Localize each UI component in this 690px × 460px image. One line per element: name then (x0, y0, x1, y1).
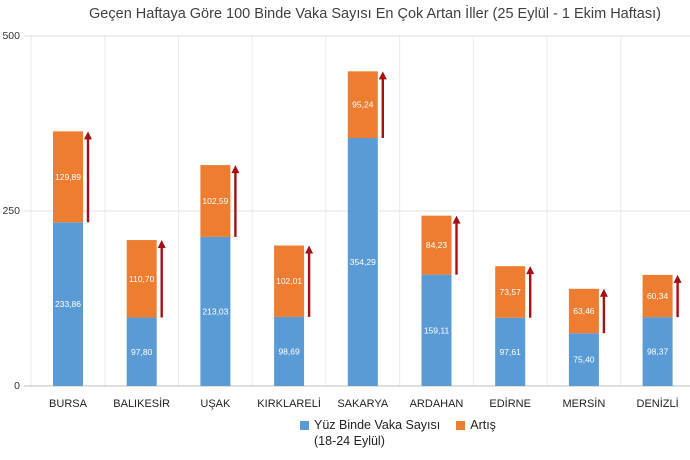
increase-arrow-head (378, 71, 387, 80)
data-label-increase: 102,59 (202, 196, 228, 206)
data-label-base: 213,03 (202, 306, 228, 316)
data-label-base: 233,86 (55, 299, 81, 309)
data-label-base: 75,40 (573, 355, 595, 365)
increase-arrow-head (673, 274, 682, 283)
data-label-base: 98,37 (647, 347, 669, 357)
bar-increase (274, 245, 305, 317)
increase-arrow-head (526, 266, 535, 275)
bar-base (274, 316, 305, 386)
chart-legend: Yüz Binde Vaka Sayısı Artış (18-24 Eylül… (300, 418, 512, 448)
bar-increase (568, 288, 599, 334)
bar-base (53, 222, 83, 386)
increase-arrow-head (84, 131, 92, 140)
data-label-increase: 102,01 (276, 276, 302, 286)
increase-arrow-head (157, 240, 166, 249)
x-tick-label: UŞAK (200, 398, 231, 410)
data-label-base: 97,80 (131, 347, 153, 357)
bar-base (200, 236, 231, 386)
data-label-increase: 60,34 (647, 291, 669, 301)
legend-item-increase: Artış (456, 418, 496, 432)
bar-increase (53, 131, 83, 223)
chart-title: Geçen Haftaya Göre 100 Binde Vaka Sayısı… (89, 6, 661, 22)
x-tick-label: SAKARYA (337, 398, 389, 410)
bar-increase (642, 274, 673, 318)
x-tick-label: ARDAHAN (410, 398, 464, 410)
bar-increase (126, 240, 157, 318)
y-tick-label: 0 (14, 380, 20, 392)
data-label-increase: 129,89 (55, 172, 81, 182)
x-tick-label: BURSA (49, 398, 88, 410)
data-label-increase: 95,24 (352, 100, 374, 110)
data-label-increase: 110,70 (129, 274, 155, 284)
bar-base (642, 317, 673, 386)
bar-base (126, 317, 157, 386)
bar-increase (200, 165, 231, 237)
legend-swatch-increase (456, 421, 466, 430)
legend-label-base: Yüz Binde Vaka Sayısı (314, 418, 441, 432)
bar-base (347, 137, 378, 386)
x-tick-label: DENİZLİ (637, 397, 679, 410)
data-label-increase: 73,57 (500, 287, 522, 297)
increase-arrow-head (599, 288, 608, 297)
legend-swatch-base (300, 421, 309, 430)
legend-item-base: Yüz Binde Vaka Sayısı (300, 418, 440, 432)
bar-base (421, 274, 452, 386)
bar-base (568, 333, 599, 386)
legend-label-increase: Artış (470, 418, 496, 432)
data-label-increase: 84,23 (426, 240, 448, 250)
bar-base (495, 317, 526, 386)
x-tick-label: BALIKESİR (113, 397, 170, 410)
data-label-increase: 63,46 (573, 306, 595, 316)
bar-increase (421, 215, 452, 275)
data-label-base: 159,11 (424, 325, 450, 335)
data-label-base: 98,69 (278, 346, 300, 356)
x-tick-label: KIRKLARELİ (257, 397, 321, 410)
y-tick-label: 250 (2, 205, 20, 217)
legend-sublabel-base: (18-24 Eylül) (314, 434, 385, 448)
data-label-base: 354,29 (350, 257, 376, 267)
bar-increase (495, 266, 526, 318)
x-tick-label: MERSİN (563, 397, 606, 410)
y-tick-label: 500 (2, 30, 20, 42)
increase-arrow-head (231, 165, 240, 174)
bar-increase (347, 71, 378, 138)
data-label-base: 97,61 (500, 347, 522, 357)
x-tick-label: EDİRNE (489, 397, 531, 410)
increase-arrow-head (305, 245, 314, 254)
increase-arrow-head (452, 215, 461, 224)
